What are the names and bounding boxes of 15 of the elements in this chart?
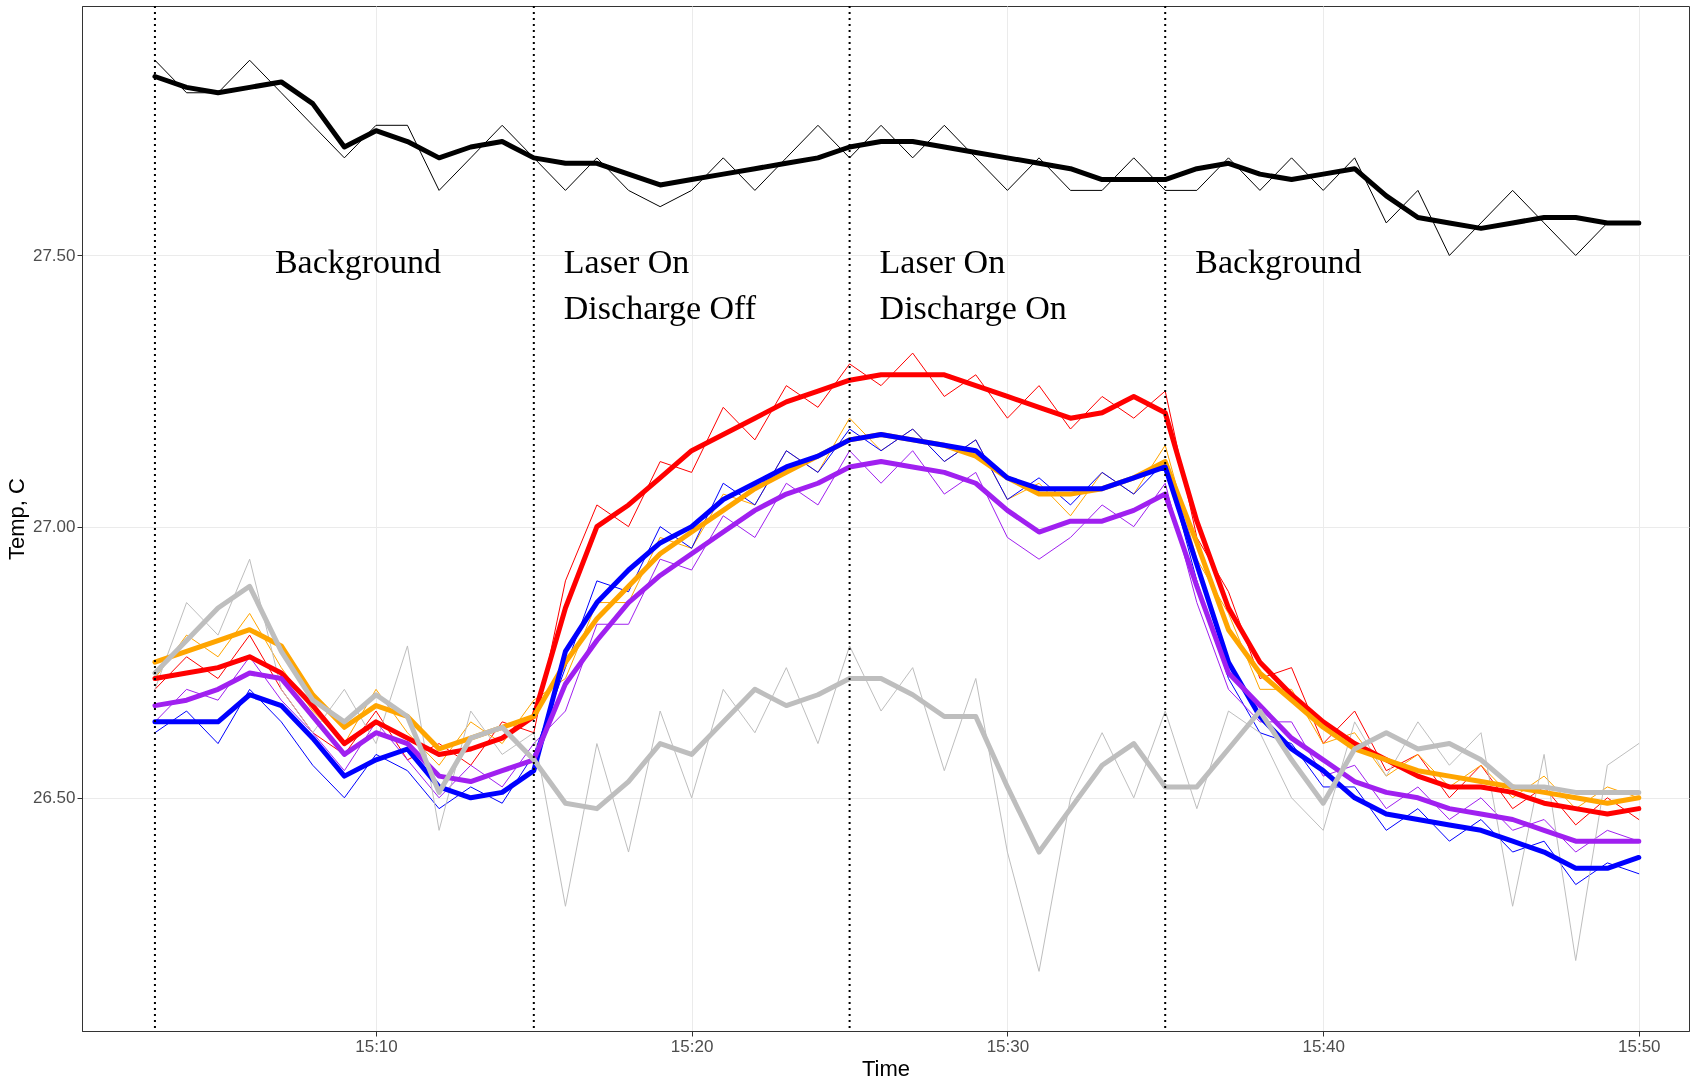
x-axis-title: Time — [861, 1055, 911, 1081]
annotation: Background — [1195, 243, 1362, 280]
annotation: Laser On Discharge On — [879, 243, 1067, 326]
line-series — [154, 558, 1640, 972]
x-tick-label: 15:20 — [670, 1036, 714, 1056]
y-tick-label: 27.00 — [32, 517, 76, 537]
x-tick-label: 15:30 — [986, 1036, 1030, 1056]
y-axis-title: Temp, C — [3, 477, 29, 560]
annotation: Laser On Discharge Off — [563, 243, 757, 326]
y-tick-label: 27.50 — [32, 245, 76, 265]
x-tick-label: 15:50 — [1618, 1036, 1661, 1056]
x-tick-label: 15:10 — [355, 1036, 398, 1056]
annotation: Background — [274, 243, 442, 280]
y-tick-label: 26.50 — [32, 788, 76, 808]
x-tick-label: 15:40 — [1302, 1036, 1345, 1056]
